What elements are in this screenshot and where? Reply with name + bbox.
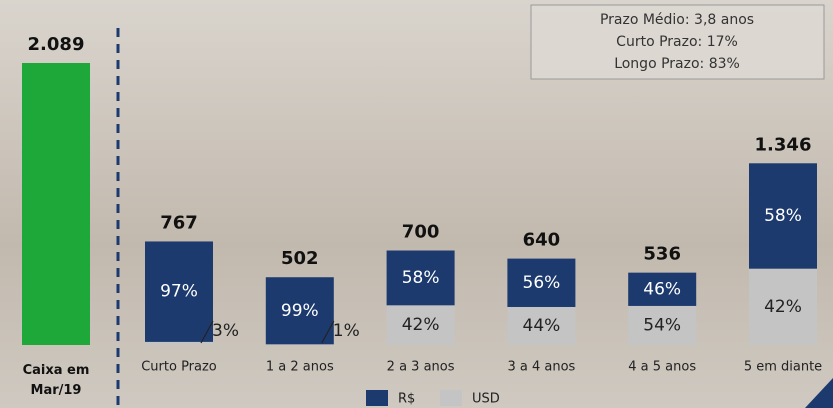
brl-label: 99% [281, 301, 319, 321]
total-label: 1.346 [755, 134, 812, 155]
brl-label: 56% [523, 273, 561, 293]
usd-label: 42% [764, 297, 802, 317]
total-label: 502 [281, 248, 319, 269]
usd-label: 42% [402, 315, 440, 335]
chart: Prazo Médio: 3,8 anos Curto Prazo: 17% L… [0, 0, 833, 408]
total-label: 767 [160, 212, 198, 233]
x-tick-label: 3 a 4 anos [507, 360, 575, 375]
annotation: Curto Prazo: 17% [616, 34, 738, 50]
total-label: 536 [643, 244, 681, 265]
usd-segment [145, 342, 213, 345]
brl-label: 58% [764, 206, 802, 226]
total-label: 700 [402, 222, 440, 243]
usd-label: 1% [333, 321, 360, 341]
x-tick-label: 4 a 5 anos [628, 360, 696, 375]
brl-label: 58% [402, 268, 440, 288]
x-tick-label: Curto Prazo [141, 360, 217, 375]
brl-label: 97% [160, 282, 198, 302]
cash-bar [22, 63, 90, 345]
usd-label: 3% [212, 321, 239, 341]
annotation: Prazo Médio: 3,8 anos [600, 12, 754, 28]
legend-swatch [440, 390, 462, 406]
legend-label: USD [472, 392, 500, 407]
legend-label: R$ [398, 392, 415, 407]
x-tick-label: 2 a 3 anos [387, 360, 455, 375]
legend-swatch [366, 390, 388, 406]
usd-segment [266, 344, 334, 345]
annotation: Longo Prazo: 83% [614, 56, 740, 72]
brl-label: 46% [643, 279, 681, 299]
usd-label: 44% [523, 316, 561, 336]
usd-label: 54% [643, 315, 681, 335]
total-label: 640 [523, 230, 561, 251]
cash-value-label: 2.089 [28, 34, 85, 55]
x-tick-label: 1 a 2 anos [266, 360, 334, 375]
x-tick-label: 5 em diante [744, 360, 822, 375]
